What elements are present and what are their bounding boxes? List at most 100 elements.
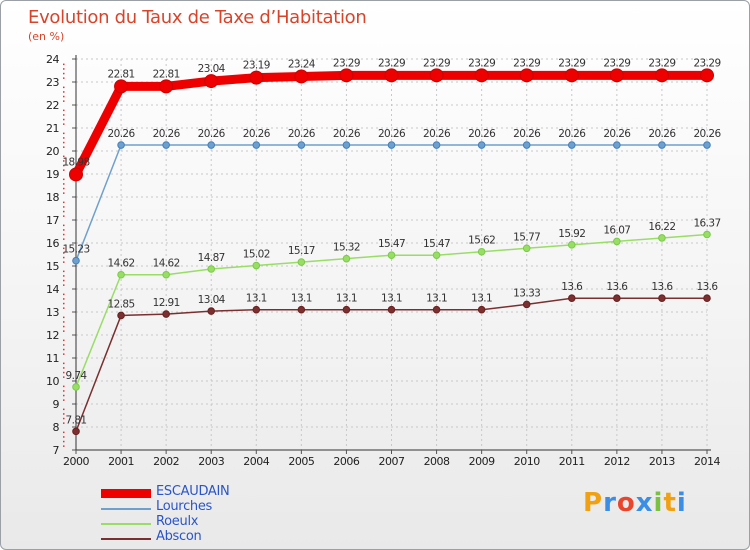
x-tick-label: 2004 [243, 455, 269, 468]
point-escaudain [69, 167, 83, 182]
point-lourches [117, 141, 125, 149]
point-abscon [522, 300, 531, 309]
proxiti-logo: Proxiti [583, 488, 687, 518]
y-minor-tick [63, 275, 65, 277]
point-roeulx [252, 261, 261, 270]
point-roeulx [72, 383, 80, 391]
y-minor-tick [63, 224, 65, 227]
logo-letter: i [653, 488, 664, 518]
data-label-lourches: 20.26 [288, 128, 316, 140]
y-minor-tick [63, 390, 65, 392]
data-label-lourches: 20.26 [648, 128, 676, 140]
data-label-roeulx: 14.62 [108, 258, 135, 270]
data-label-roeulx: 15.02 [243, 249, 270, 261]
y-minor-tick [63, 270, 65, 273]
y-minor-tick [63, 348, 65, 351]
data-label-abscon: 13.1 [381, 293, 402, 305]
axes: 7 8 9 10 11 12 13 14 15 16 17 18 19 20 21 22 23 24 2000 200… [46, 53, 721, 468]
data-label-lourches: 20.26 [558, 128, 586, 140]
data-label-escaudain: 23.29 [468, 57, 495, 69]
logo-letter: o [616, 488, 636, 518]
y-tick-label: 12 [46, 329, 59, 342]
data-label-roeulx: 16.22 [648, 221, 675, 233]
data-label-escaudain: 22.81 [153, 68, 180, 80]
point-lourches [477, 141, 486, 149]
logo-letter: i [676, 488, 687, 518]
y-minor-tick [63, 252, 65, 254]
y-minor-tick [63, 256, 65, 259]
point-roeulx [162, 270, 170, 279]
data-label-roeulx: 15.32 [333, 242, 360, 254]
data-label-abscon: 13.1 [471, 293, 492, 305]
point-lourches [703, 141, 711, 149]
point-roeulx [522, 244, 531, 253]
x-tick-label: 2013 [649, 455, 675, 468]
y-tick-label: 9 [53, 398, 60, 411]
data-label-abscon: 13.33 [513, 287, 540, 299]
y-tick-label: 10 [46, 375, 59, 388]
point-abscon [477, 305, 486, 314]
y-minor-tick [63, 445, 65, 447]
point-lourches [342, 141, 351, 149]
data-label-abscon: 7.81 [66, 414, 87, 426]
data-label-abscon: 13.1 [291, 293, 312, 305]
data-label-abscon: 13.6 [561, 281, 583, 293]
logo-letter: x [635, 488, 654, 518]
data-label-lourches: 20.26 [423, 128, 451, 140]
point-escaudain [294, 69, 309, 84]
y-minor-tick [63, 413, 65, 415]
y-minor-tick [63, 201, 65, 204]
data-label-abscon: 12.91 [153, 297, 180, 309]
point-abscon [658, 294, 666, 303]
data-label-lourches: 20.26 [468, 128, 496, 140]
point-escaudain [339, 68, 354, 83]
point-abscon [117, 311, 125, 320]
point-escaudain [519, 68, 534, 83]
point-abscon [703, 294, 711, 303]
data-label-abscon: 13.1 [246, 293, 267, 305]
data-label-lourches: 20.26 [108, 128, 136, 140]
data-label-escaudain: 23.29 [558, 57, 585, 69]
point-abscon [387, 305, 396, 314]
data-label-roeulx: 15.62 [468, 235, 495, 247]
point-roeulx [207, 265, 216, 273]
point-lourches [567, 141, 576, 149]
y-minor-tick [63, 146, 65, 148]
data-label-escaudain: 23.29 [378, 57, 405, 69]
y-tick-label: 16 [46, 237, 59, 250]
y-minor-tick [63, 298, 65, 300]
data-label-lourches: 20.26 [333, 128, 361, 140]
y-minor-tick [63, 187, 65, 190]
y-minor-tick [63, 279, 65, 282]
x-tick-label: 2005 [288, 455, 314, 468]
y-tick-label: 8 [53, 421, 60, 434]
point-escaudain [114, 79, 129, 94]
x-tick-label: 2014 [694, 455, 720, 468]
legend-swatch-lourches [101, 508, 151, 510]
x-tick-label: 2008 [424, 455, 450, 468]
y-minor-tick [63, 353, 65, 355]
point-lourches [522, 141, 531, 149]
point-abscon [297, 305, 306, 314]
y-minor-tick [63, 229, 65, 231]
x-tick-label: 2000 [63, 455, 89, 468]
series-layer [69, 68, 714, 436]
y-tick-label: 13 [46, 306, 59, 319]
legend-swatch-abscon [101, 538, 151, 540]
y-minor-tick [63, 307, 65, 309]
y-minor-tick [63, 72, 65, 75]
legend-label-lourches: Lourches [156, 499, 213, 514]
data-label-abscon: 13.1 [426, 293, 447, 305]
data-label-escaudain: 23.29 [693, 57, 720, 69]
data-labels: 15.23 20.26 20.26 20.26 20.26 20.26 20.26 20.26… [62, 57, 722, 426]
x-tick-label: 2011 [559, 455, 585, 468]
point-lourches [72, 256, 80, 265]
y-minor-tick [63, 284, 65, 286]
y-minor-tick [63, 137, 65, 139]
point-abscon [567, 294, 576, 303]
point-escaudain [474, 68, 489, 83]
y-minor-tick [63, 63, 65, 66]
y-minor-tick [63, 247, 65, 250]
y-tick-label: 22 [46, 99, 59, 112]
